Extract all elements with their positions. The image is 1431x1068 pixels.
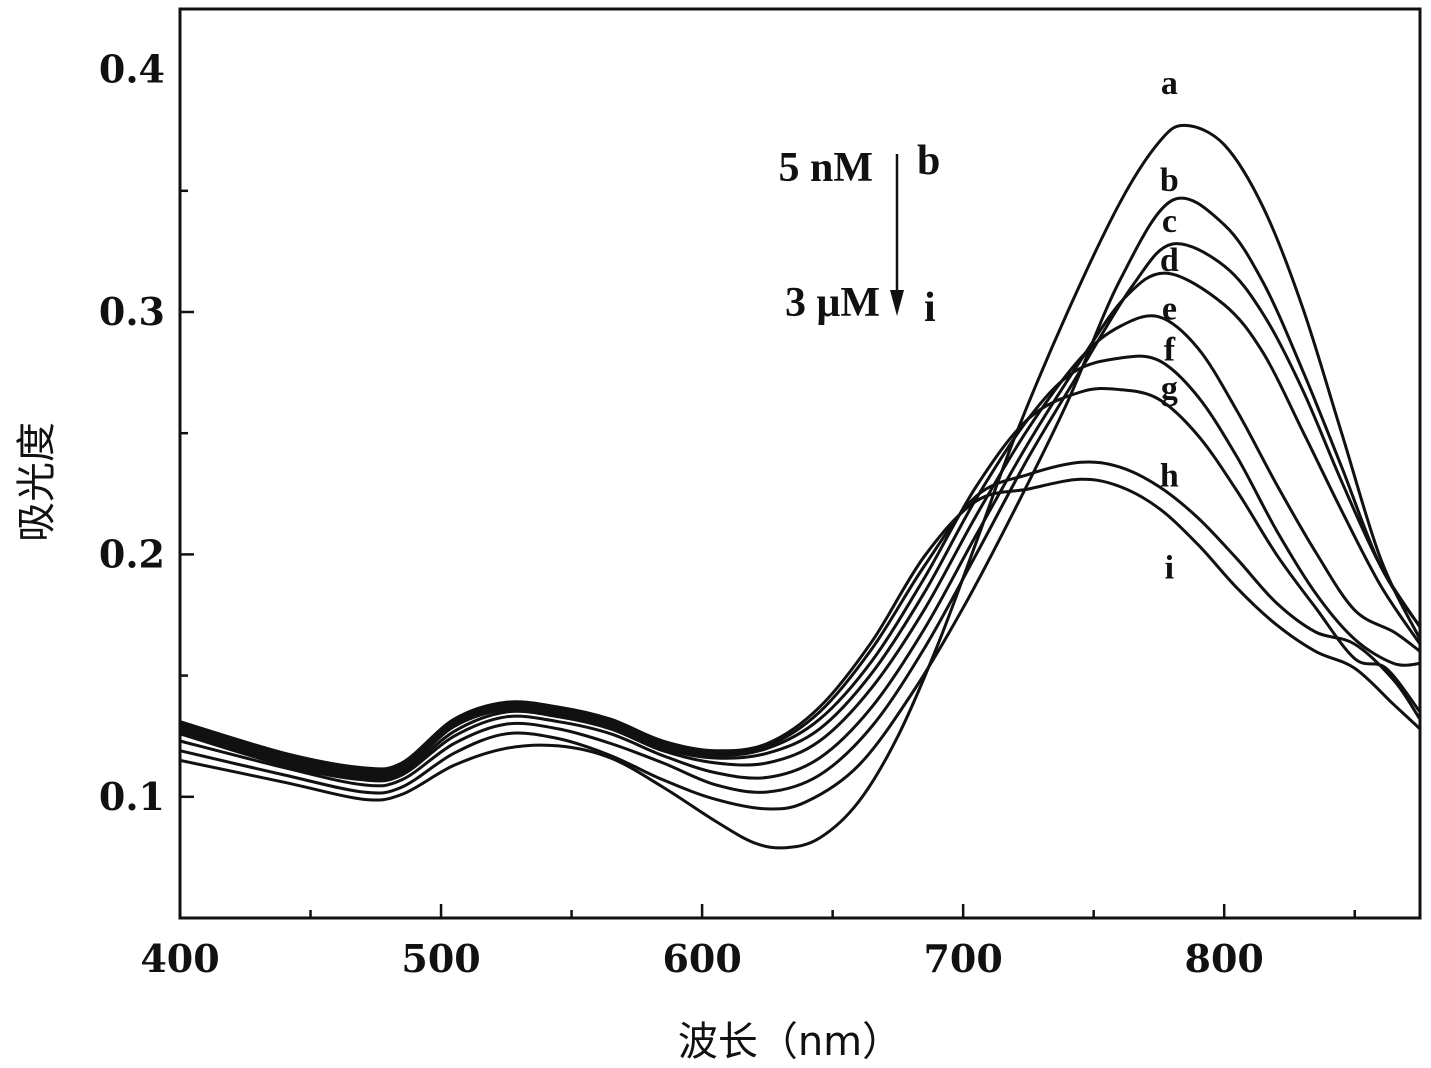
annotation-bottom-label: i bbox=[924, 285, 936, 331]
y-tick-label: 0.4 bbox=[99, 47, 165, 92]
y-tick-label: 0.3 bbox=[99, 289, 165, 334]
curve-label-g: g bbox=[1161, 370, 1178, 407]
x-tick-label: 500 bbox=[401, 936, 480, 981]
curve-label-a: a bbox=[1161, 65, 1178, 102]
labels-layer: a bcdefg h i bbox=[1160, 65, 1179, 587]
curve-label-d: d bbox=[1160, 242, 1179, 279]
series-line-d bbox=[180, 273, 1420, 781]
axes-layer: 400 500 600 700 800 0.1 0.2 0.3 0.4 bbox=[99, 9, 1420, 981]
annotation-top-text: 5 nM bbox=[779, 145, 874, 191]
x-axis-title: 波长（nm） bbox=[678, 1019, 902, 1065]
curve-label-i: i bbox=[1165, 550, 1174, 587]
x-tick-label: 700 bbox=[923, 936, 1002, 981]
absorbance-chart: 4005006007008000.10.20.30.4 abcdefghi 5 … bbox=[0, 0, 1431, 1068]
series-line-i bbox=[180, 479, 1420, 769]
curve-label-c: c bbox=[1162, 203, 1177, 240]
y-tick-label: 0.2 bbox=[99, 531, 165, 576]
curve-label-f: f bbox=[1164, 331, 1176, 368]
y-tick-label: 0.1 bbox=[99, 774, 165, 819]
series-line-f bbox=[180, 356, 1420, 776]
annotation-bottom-text: 3 μM bbox=[785, 280, 880, 326]
x-tick-label: 400 bbox=[140, 936, 219, 981]
curve-label-b: b bbox=[1160, 162, 1179, 199]
x-tick-label: 800 bbox=[1185, 936, 1264, 981]
series-layer bbox=[180, 125, 1420, 848]
series-line-e bbox=[180, 316, 1420, 779]
concentration-annotation: 5 nM b 3 μM i bbox=[779, 138, 941, 331]
annotation-top-label: b bbox=[917, 138, 940, 184]
curve-label-h: h bbox=[1160, 458, 1179, 495]
x-tick-label: 600 bbox=[662, 936, 741, 981]
curve-label-e: e bbox=[1162, 290, 1177, 327]
series-line-g bbox=[180, 388, 1420, 773]
y-axis-title: 吸光度 bbox=[14, 422, 60, 542]
annotation-arrow-head bbox=[890, 290, 904, 316]
